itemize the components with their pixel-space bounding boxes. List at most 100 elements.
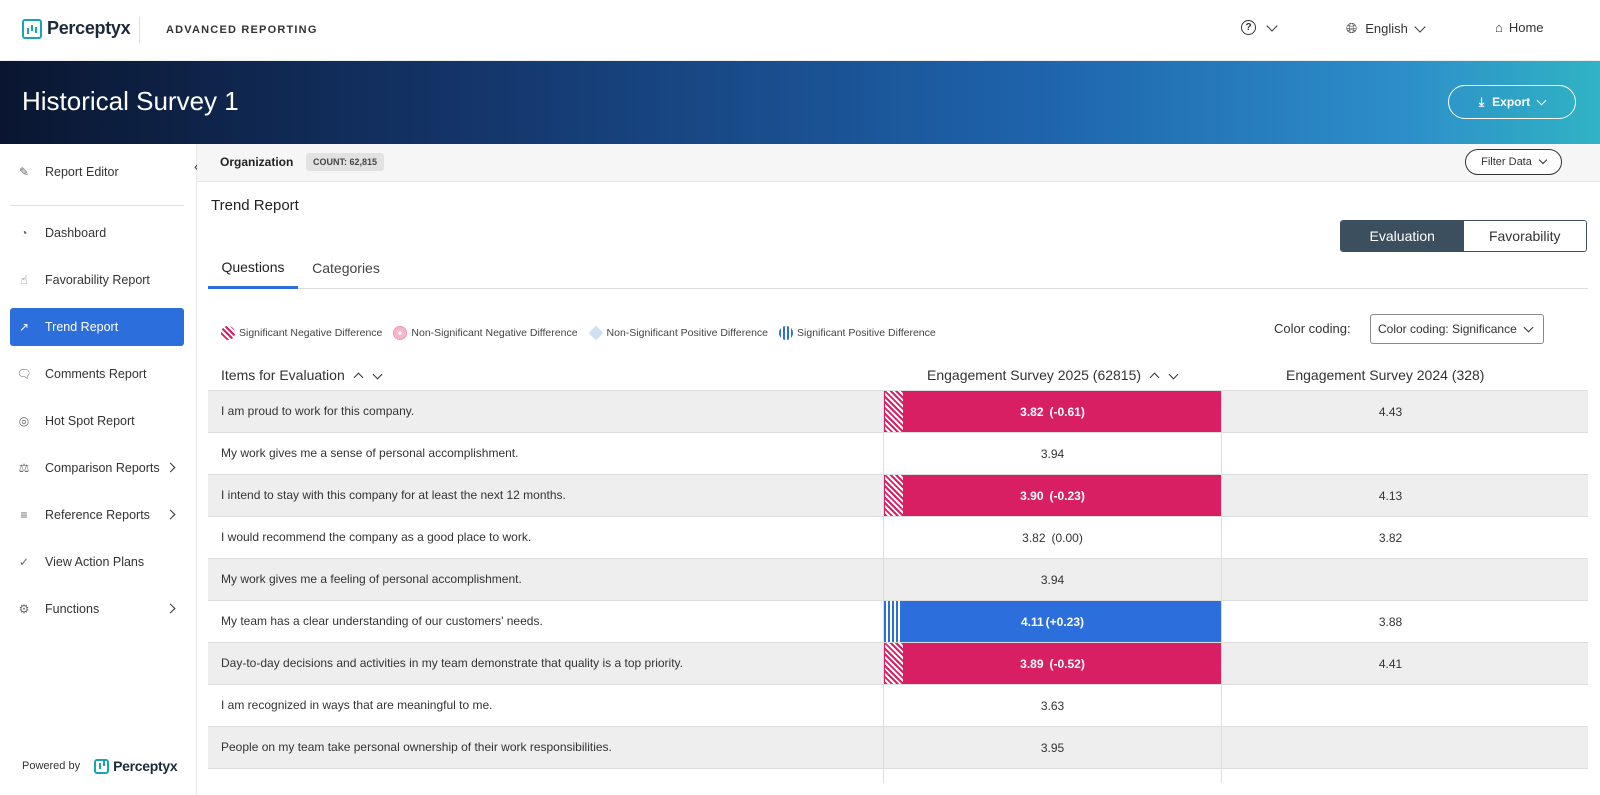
language-selector[interactable]: 🌐︎ English — [1346, 20, 1426, 37]
collapse-sidebar-icon[interactable]: ‹ — [194, 158, 199, 174]
sort-descending-icon[interactable] — [372, 369, 383, 379]
tab-questions[interactable]: Questions — [208, 247, 298, 289]
chevron-down-icon — [1523, 322, 1534, 332]
question-text: I would recommend the company as a good … — [221, 530, 532, 544]
sidebar-item-label: Favorability Report — [45, 273, 150, 287]
perceptyx-logo-icon — [22, 18, 42, 39]
sort-ascending-icon[interactable] — [353, 372, 364, 382]
sig-negative-pattern — [885, 643, 903, 684]
legend-label: Significant Negative Difference — [239, 327, 383, 339]
legend-item: Significant Positive Difference — [779, 326, 936, 340]
score-cell: 3.90 (-0.23) — [883, 475, 1222, 516]
chevron-down-icon — [1538, 155, 1548, 165]
sidebar-item-label: Comments Report — [45, 367, 147, 381]
sidebar-item-label: Comparison Reports — [45, 461, 160, 475]
home-link[interactable]: ⌂ Home — [1495, 20, 1544, 35]
score-delta: (-0.52) — [1049, 656, 1085, 671]
count-badge: COUNT: 62,815 — [306, 153, 385, 171]
table-row: I intend to stay with this company for a… — [208, 474, 1588, 516]
color-coding-value: Color coding: Significance — [1378, 322, 1517, 336]
product-name: ADVANCED REPORTING — [166, 24, 318, 36]
color-coding-select[interactable]: Color coding: Significance — [1370, 314, 1544, 344]
question-text: I am proud to work for this company. — [221, 404, 415, 418]
sidebar-item-report-editor[interactable]: ✎ Report Editor — [10, 153, 184, 191]
score-value: 3.63 — [1040, 698, 1065, 713]
engagement-2025-header[interactable]: Engagement Survey 2025 (62815) — [927, 367, 1179, 383]
prior-score-cell — [1223, 685, 1558, 726]
sidebar-item-dashboard[interactable]: ◔ Dashboard — [10, 214, 184, 252]
table-row: Day-to-day decisions and activities in m… — [208, 642, 1588, 684]
sidebar-item-label: View Action Plans — [45, 555, 145, 569]
sidebar-item-comparison-reports[interactable]: ⚖ Comparison Reports — [10, 449, 184, 487]
items-header[interactable]: Items for Evaluation — [221, 367, 383, 383]
brand-name: Perceptyx — [47, 18, 131, 38]
organization-label: Organization — [220, 155, 294, 169]
header-divider — [139, 17, 140, 43]
download-icon: ⤓ — [1478, 94, 1485, 109]
filter-bar: Organization COUNT: 62,815 Filter Data — [197, 144, 1600, 182]
perceptyx-logo-icon — [94, 758, 110, 774]
table-row: People on my team take personal ownershi… — [208, 726, 1588, 768]
bars-icon: ≡ — [20, 508, 28, 522]
powered-brand: Perceptyx — [113, 758, 178, 774]
home-icon: ⌂ — [1495, 20, 1503, 35]
table-row: My team has a clear understanding of our… — [208, 600, 1588, 642]
globe-icon: 🌐︎ — [1346, 20, 1358, 36]
chevron-right-icon — [165, 603, 176, 614]
check-circle-icon: ✓ — [18, 555, 30, 569]
score-cell: 4.11 (+0.23) — [883, 601, 1222, 642]
filter-data-button[interactable]: Filter Data — [1465, 149, 1562, 175]
score-delta: (-0.61) — [1049, 404, 1085, 419]
gear-icon: ⚙ — [18, 602, 30, 616]
question-text: I am recognized in ways that are meaning… — [221, 698, 493, 712]
nonsig-negative-swatch-icon — [393, 326, 408, 340]
question-circle-icon: ? — [1241, 20, 1256, 35]
brand-logo[interactable]: Perceptyx — [22, 18, 131, 39]
help-menu[interactable]: ? — [1241, 19, 1278, 35]
score-delta: (+0.23) — [1045, 614, 1085, 629]
toggle-favorability[interactable]: Favorability — [1463, 221, 1586, 251]
sidebar-item-hot-spot-report[interactable]: ◎ Hot Spot Report — [10, 402, 184, 440]
legend-item: Significant Negative Difference — [221, 326, 382, 340]
sidebar-item-reference-reports[interactable]: ≡ Reference Reports — [10, 496, 184, 534]
tab-categories[interactable]: Categories — [312, 260, 380, 276]
sidebar-item-label: Reference Reports — [45, 508, 150, 522]
question-text: I intend to stay with this company for a… — [221, 488, 566, 502]
toggle-evaluation[interactable]: Evaluation — [1341, 221, 1464, 251]
prior-score-cell: 3.82 — [1378, 530, 1403, 545]
filter-data-label: Filter Data — [1481, 156, 1532, 168]
legend-label: Non-Significant Positive Difference — [606, 327, 769, 339]
sig-positive-swatch-icon — [779, 326, 794, 340]
table-row: I am proud to work for this company. 3.8… — [208, 390, 1588, 432]
sidebar-item-view-action-plans[interactable]: ✓ View Action Plans — [10, 543, 184, 581]
sidebar-item-comments-report[interactable]: 🗨︎ Comments Report — [10, 355, 184, 393]
top-bar: Perceptyx ADVANCED REPORTING ? 🌐︎ Englis… — [0, 0, 1600, 61]
page-title: Historical Survey 1 — [22, 86, 239, 116]
score-cell: 3.82 (-0.61) — [883, 391, 1222, 432]
col1-header-label: Engagement Survey 2025 (62815) — [927, 367, 1142, 383]
question-text: My team has a clear understanding of our… — [221, 614, 543, 628]
prior-score-cell: 3.88 — [1378, 614, 1403, 629]
sort-descending-icon[interactable] — [1168, 369, 1179, 379]
chevron-down-icon — [1266, 19, 1278, 32]
score-value: 3.89 — [1020, 656, 1044, 671]
score-cell: 3.63 — [883, 685, 1222, 726]
sidebar-item-label: Hot Spot Report — [45, 414, 135, 428]
score-value: 3.95 — [1040, 740, 1065, 755]
sidebar-item-functions[interactable]: ⚙ Functions — [10, 590, 184, 628]
col2-header-label: Engagement Survey 2024 (328) — [1286, 367, 1485, 383]
sidebar-item-label: Trend Report — [45, 320, 119, 334]
sidebar-item-trend-report[interactable]: ↗ Trend Report — [10, 308, 184, 346]
score-value: 3.82 — [1022, 530, 1046, 545]
table-row-partial — [208, 768, 1588, 783]
question-text: My work gives me a sense of personal acc… — [221, 446, 519, 460]
survey-banner: Historical Survey 1 ⤓ Export — [0, 61, 1600, 144]
sidebar-item-favorability-report[interactable]: ☝ Favorability Report — [10, 261, 184, 299]
report-title: Trend Report — [211, 197, 299, 214]
chevron-right-icon — [165, 509, 176, 520]
sort-ascending-icon[interactable] — [1149, 372, 1160, 382]
score-cell: 3.89 (-0.52) — [883, 643, 1222, 684]
comments-icon: 🗨︎ — [16, 367, 32, 381]
chevron-right-icon — [165, 462, 176, 473]
export-button[interactable]: ⤓ Export — [1448, 85, 1576, 119]
